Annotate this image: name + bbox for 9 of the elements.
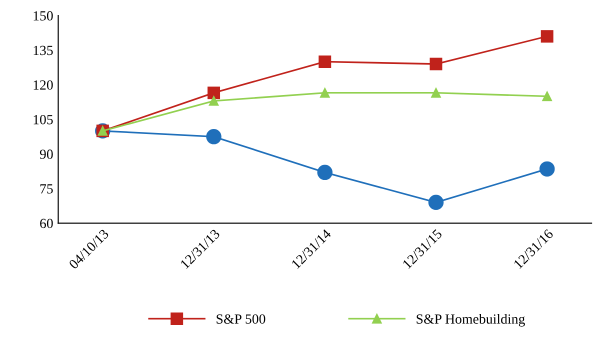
legend-label: S&P Homebuilding [416, 314, 525, 327]
y-tick-label: 150 [34, 11, 53, 21]
y-tick-label: 90 [40, 150, 53, 159]
y-tick-label: 75 [40, 184, 53, 194]
y-tick-label: 60 [40, 218, 53, 228]
y-tick-label: 120 [34, 80, 53, 90]
y-tick-label: 135 [34, 46, 53, 56]
legend-label: S&P 500 [216, 314, 266, 324]
y-tick-label: 105 [34, 114, 53, 124]
